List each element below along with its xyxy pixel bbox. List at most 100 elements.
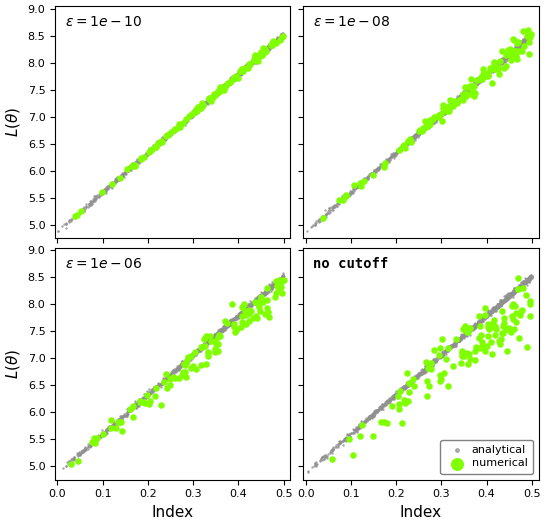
analytical	[443, 104, 452, 113]
analytical	[270, 40, 278, 49]
analytical	[336, 197, 345, 205]
analytical	[265, 283, 274, 291]
analytical	[378, 160, 387, 169]
analytical	[382, 156, 391, 165]
analytical	[195, 105, 204, 113]
analytical	[242, 304, 251, 312]
analytical	[372, 406, 381, 414]
analytical	[165, 132, 174, 140]
analytical	[498, 298, 507, 306]
analytical	[142, 148, 151, 157]
analytical	[94, 434, 103, 443]
analytical	[90, 194, 98, 202]
analytical	[262, 47, 270, 56]
analytical	[408, 374, 417, 383]
analytical	[512, 284, 520, 292]
analytical	[454, 96, 462, 105]
analytical	[192, 348, 200, 357]
analytical	[242, 63, 251, 72]
analytical	[389, 391, 397, 399]
analytical	[278, 33, 287, 41]
analytical	[175, 362, 183, 370]
numerical	[136, 155, 145, 163]
analytical	[229, 316, 238, 324]
analytical	[254, 296, 263, 304]
analytical	[358, 178, 367, 186]
analytical	[383, 396, 392, 404]
analytical	[355, 421, 364, 429]
analytical	[356, 422, 365, 430]
numerical	[437, 110, 446, 118]
analytical	[498, 298, 507, 307]
analytical	[110, 420, 118, 428]
analytical	[174, 364, 182, 373]
analytical	[260, 46, 269, 54]
analytical	[85, 441, 94, 449]
analytical	[243, 305, 252, 314]
analytical	[147, 148, 156, 156]
analytical	[276, 35, 284, 43]
analytical	[275, 276, 284, 285]
analytical	[385, 396, 394, 405]
analytical	[430, 356, 438, 365]
analytical	[201, 341, 210, 349]
analytical	[399, 144, 407, 152]
analytical	[224, 322, 233, 330]
analytical	[515, 39, 524, 48]
analytical	[268, 39, 276, 48]
analytical	[274, 276, 283, 284]
analytical	[93, 435, 102, 444]
analytical	[473, 320, 482, 329]
analytical	[482, 70, 491, 79]
analytical	[272, 276, 281, 284]
numerical	[276, 279, 285, 288]
analytical	[172, 365, 181, 373]
analytical	[225, 75, 234, 84]
analytical	[225, 80, 234, 88]
analytical	[79, 447, 87, 455]
analytical	[94, 190, 103, 198]
analytical	[502, 294, 511, 303]
analytical	[459, 331, 467, 340]
analytical	[400, 143, 409, 151]
analytical	[211, 90, 220, 98]
analytical	[119, 170, 128, 178]
analytical	[218, 327, 227, 335]
analytical	[227, 320, 235, 329]
numerical	[399, 396, 408, 404]
analytical	[396, 146, 405, 154]
analytical	[429, 113, 438, 122]
analytical	[387, 152, 396, 161]
analytical	[219, 323, 228, 331]
analytical	[401, 385, 410, 393]
numerical	[524, 38, 533, 46]
analytical	[354, 183, 363, 191]
analytical	[118, 170, 127, 179]
analytical	[240, 66, 248, 74]
analytical	[512, 44, 521, 52]
analytical	[258, 50, 266, 59]
analytical	[411, 374, 419, 382]
analytical	[205, 95, 214, 103]
analytical	[148, 386, 157, 395]
analytical	[492, 60, 501, 69]
analytical	[207, 336, 216, 344]
analytical	[278, 29, 287, 38]
analytical	[459, 90, 467, 98]
analytical	[170, 367, 179, 375]
analytical	[414, 128, 423, 136]
analytical	[445, 345, 454, 353]
analytical	[496, 59, 505, 67]
analytical	[337, 192, 346, 201]
analytical	[265, 284, 274, 292]
analytical	[432, 114, 441, 122]
analytical	[213, 88, 222, 96]
numerical	[415, 127, 424, 135]
analytical	[251, 298, 259, 306]
analytical	[131, 401, 140, 409]
analytical	[479, 73, 488, 81]
analytical	[115, 174, 124, 182]
analytical	[444, 346, 453, 355]
analytical	[502, 51, 511, 60]
analytical	[259, 288, 268, 297]
